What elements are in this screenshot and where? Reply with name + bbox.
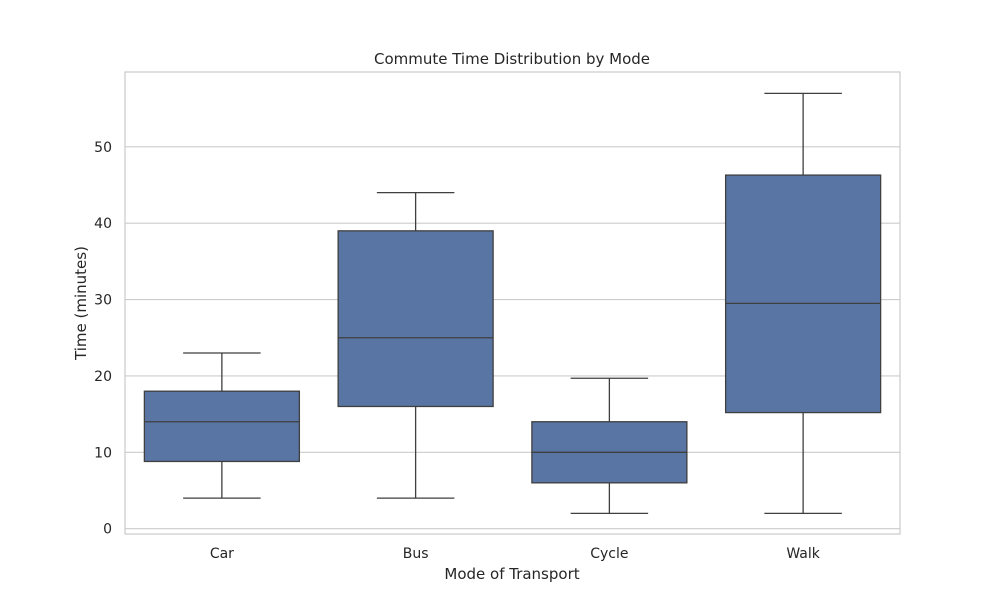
x-tick-label: Car [210, 546, 234, 562]
plot-frame [124, 71, 901, 535]
x-tick-label: Walk [786, 546, 820, 562]
x-axis-label: Mode of Transport [444, 565, 579, 583]
box-iqr [337, 230, 494, 408]
chart-title: Commute Time Distribution by Mode [374, 50, 650, 68]
y-tick-label: 50 [94, 140, 112, 156]
y-tick-label: 40 [94, 216, 112, 232]
box-car [143, 352, 301, 499]
box-cycle [531, 377, 688, 515]
y-axis-label: Time (minutes) [72, 246, 90, 361]
x-tick-label: Cycle [590, 546, 628, 562]
x-tick-labels: Car Bus Cycle Walk [210, 546, 821, 562]
box-walk [724, 92, 882, 515]
box-series [143, 92, 882, 515]
y-tick-label: 0 [103, 522, 112, 538]
y-tick-label: 30 [94, 293, 112, 309]
y-tick-labels: 0 10 20 30 40 50 [94, 140, 112, 538]
box-iqr [143, 390, 301, 463]
y-tick-label: 10 [94, 445, 112, 461]
y-tick-label: 20 [94, 369, 112, 385]
x-tick-label: Bus [403, 546, 429, 562]
box-bus [337, 192, 494, 499]
box-iqr [724, 174, 882, 414]
